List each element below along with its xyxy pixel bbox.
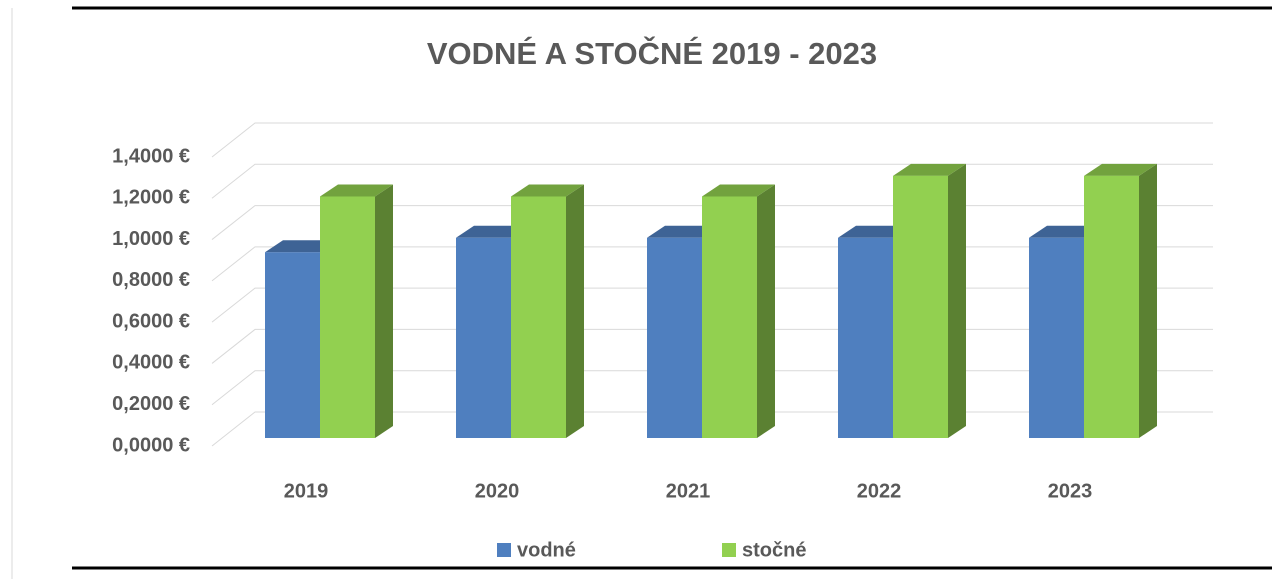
y-tick-label: 0,6000 €: [112, 310, 190, 332]
x-tick-label: 2023: [1048, 480, 1093, 502]
y-tick-label: 0,0000 €: [112, 434, 190, 456]
bar: [702, 196, 757, 438]
y-tick-label: 1,4000 €: [112, 145, 190, 167]
bar-side: [375, 184, 393, 438]
y-tick-label: 1,0000 €: [112, 228, 190, 250]
bar: [838, 237, 893, 438]
bar: [265, 252, 320, 438]
bar-top: [1084, 163, 1157, 176]
bar: [647, 237, 702, 438]
bar: [1084, 175, 1139, 439]
bar-side: [566, 184, 584, 438]
y-tick-label: 0,2000 €: [112, 393, 190, 415]
grid-line: [211, 122, 1213, 158]
bar-top: [320, 184, 393, 197]
x-tick-label: 2019: [284, 480, 329, 502]
x-tick-label: 2021: [666, 480, 711, 502]
bar-top: [511, 184, 584, 197]
bar-top: [702, 184, 775, 197]
bar: [320, 196, 375, 438]
bar-top: [456, 225, 529, 238]
bar-top: [647, 225, 720, 238]
y-tick-label: 1,2000 €: [112, 187, 190, 209]
bar: [893, 175, 948, 439]
bar: [1029, 237, 1084, 438]
bar: [511, 196, 566, 438]
bar-top: [265, 240, 338, 253]
bar-side: [757, 184, 775, 438]
legend-label: stočné: [742, 539, 806, 561]
bar-side: [948, 163, 966, 439]
x-tick-label: 2022: [857, 480, 902, 502]
bar-top: [893, 163, 966, 176]
legend-swatch: [497, 543, 511, 557]
y-tick-label: 0,8000 €: [112, 269, 190, 291]
bar-top: [1029, 225, 1102, 238]
grid-line: [211, 163, 1213, 199]
legend-swatch: [722, 543, 736, 557]
legend-label: vodné: [517, 539, 576, 561]
x-tick-label: 2020: [475, 480, 520, 502]
bar-side: [1139, 163, 1157, 439]
bar: [456, 237, 511, 438]
bar-top: [838, 225, 911, 238]
y-tick-label: 0,4000 €: [112, 352, 190, 374]
chart-title: VODNÉ A STOČNÉ 2019 - 2023: [427, 35, 877, 71]
